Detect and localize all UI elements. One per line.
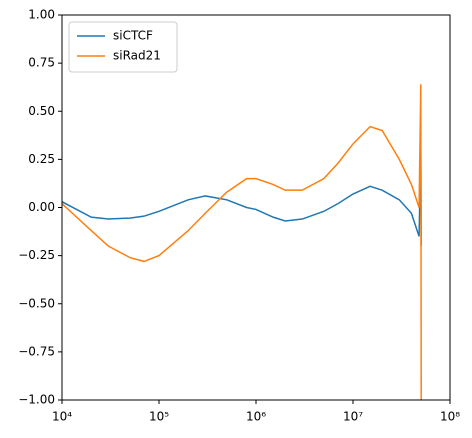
line: [62, 84, 422, 400]
x-tick-label: 10⁸: [440, 410, 460, 424]
y-tick-label: 0.50: [28, 104, 55, 118]
legend-label: siCTCF: [113, 29, 153, 43]
y-tick-label: 0.75: [28, 56, 55, 70]
x-tick-label: 10⁵: [149, 410, 169, 424]
y-tick-label: 0.00: [28, 200, 55, 214]
y-tick-label: 0.25: [28, 152, 55, 166]
legend-label: siRad21: [113, 49, 161, 63]
plot-frame: [61, 14, 451, 401]
y-tick-label: −0.25: [18, 248, 55, 262]
x-tick-label: 10⁶: [246, 410, 266, 424]
y-tick-label: −0.50: [18, 296, 55, 310]
y-tick-label: −0.75: [18, 344, 55, 358]
legend-box: [68, 21, 178, 73]
y-tick-label: −1.00: [18, 393, 55, 407]
line: [62, 149, 422, 247]
x-tick-label: 10⁴: [52, 410, 72, 424]
x-tick-label: 10⁷: [343, 410, 363, 424]
y-tick-label: 1.00: [28, 8, 55, 22]
